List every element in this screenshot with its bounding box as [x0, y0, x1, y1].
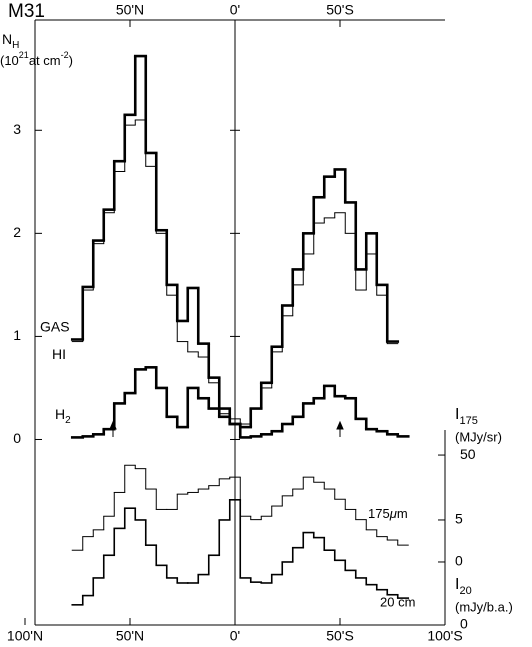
legend-label: GAS: [40, 319, 70, 335]
x-tick-label: 0': [230, 628, 240, 644]
y2-tick-label: 0: [460, 616, 468, 632]
y-tick-label: 2: [13, 224, 21, 240]
x-tick-label: 50'N: [116, 2, 144, 18]
y2-axis-label: I175: [455, 406, 478, 427]
y3-tick-label: 5: [455, 511, 463, 527]
y3-axis-label: I20: [455, 576, 472, 597]
x-tick-label: 50'S: [326, 628, 354, 644]
y3-tick-label: 0: [455, 553, 463, 569]
series-label: 175μm: [368, 506, 408, 521]
arrow: [109, 420, 344, 437]
legend-label: HI: [52, 346, 66, 362]
y3-axis-unit: (mJy/b.a.): [455, 599, 513, 614]
legend-label: H2: [55, 406, 71, 426]
x-tick-label: 100'N: [7, 628, 43, 644]
x-tick-label: 50'S: [326, 2, 354, 18]
y-axis-unit: (1021at cm-2): [0, 50, 73, 68]
x-tick-label: 0': [230, 2, 240, 18]
chart-title: M31: [8, 1, 45, 22]
y2-axis-unit: (MJy/sr): [455, 429, 502, 444]
y2-tick-label: 50: [460, 446, 476, 462]
y-tick-label: 0: [13, 430, 21, 446]
y-tick-label: 1: [13, 327, 21, 343]
x-tick-label: 50'N: [116, 628, 144, 644]
y-axis-label: NH: [2, 31, 19, 51]
x-tick-label: 100'S: [427, 628, 462, 644]
y-tick-label: 3: [13, 121, 21, 137]
